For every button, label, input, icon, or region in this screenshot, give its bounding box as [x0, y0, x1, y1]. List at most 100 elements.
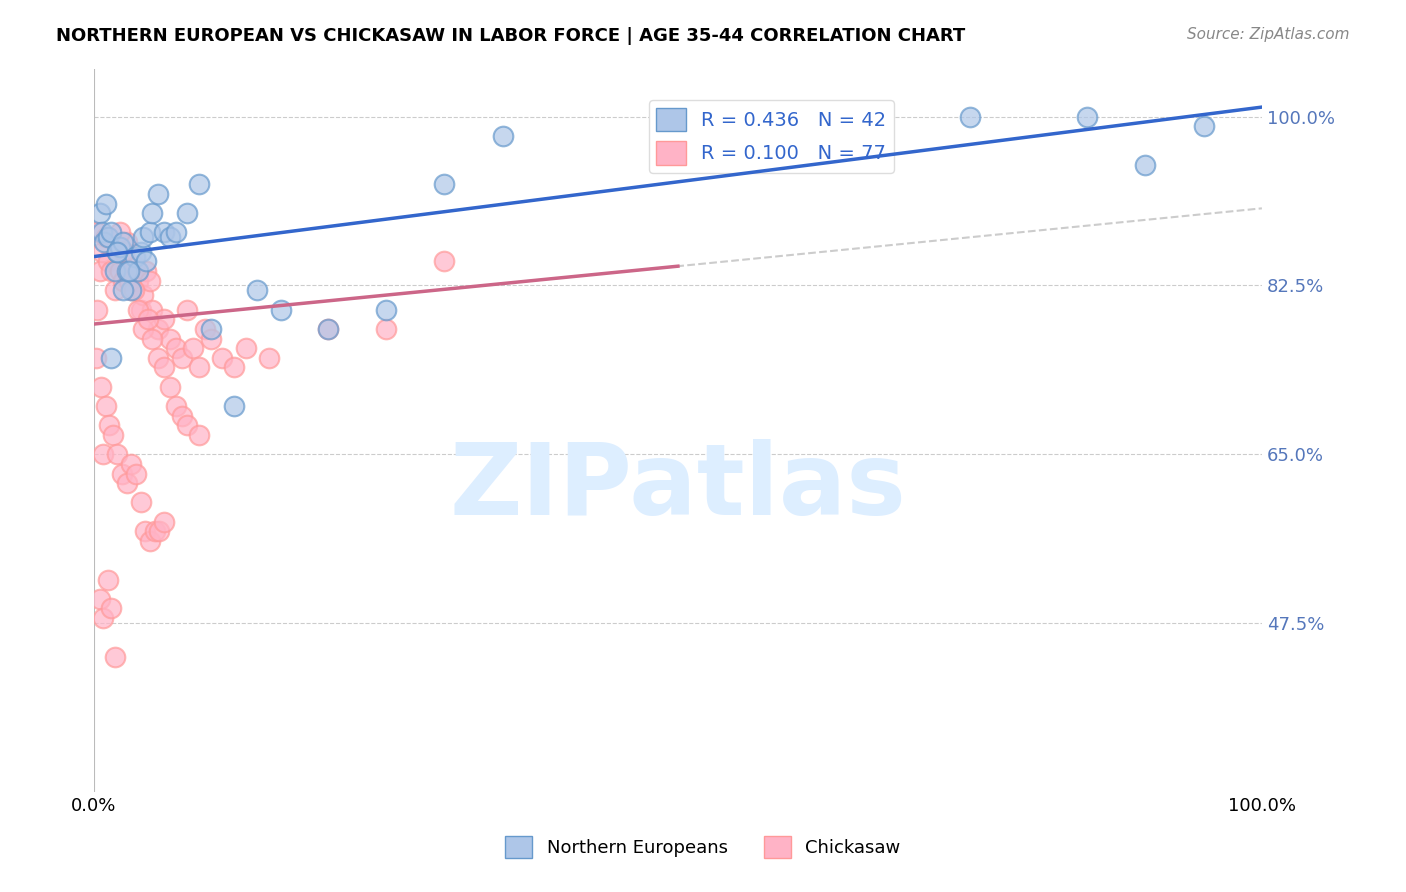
Point — [104, 283, 127, 297]
Point — [97, 573, 120, 587]
Point — [176, 418, 198, 433]
Point — [132, 288, 155, 302]
Point — [211, 351, 233, 365]
Text: NORTHERN EUROPEAN VS CHICKASAW IN LABOR FORCE | AGE 35-44 CORRELATION CHART: NORTHERN EUROPEAN VS CHICKASAW IN LABOR … — [56, 27, 966, 45]
Point — [1076, 110, 1098, 124]
Legend: Northern Europeans, Chickasaw: Northern Europeans, Chickasaw — [498, 829, 908, 865]
Point — [124, 259, 146, 273]
Point — [129, 244, 152, 259]
Point — [108, 226, 131, 240]
Point — [374, 302, 396, 317]
Point — [101, 428, 124, 442]
Point — [165, 399, 187, 413]
Point — [89, 206, 111, 220]
Point — [97, 254, 120, 268]
Point — [91, 226, 114, 240]
Point — [135, 264, 157, 278]
Point — [118, 264, 141, 278]
Point — [176, 206, 198, 220]
Point — [94, 399, 117, 413]
Point — [98, 418, 121, 433]
Point — [124, 250, 146, 264]
Point — [146, 351, 169, 365]
Point — [316, 322, 339, 336]
Point — [153, 312, 176, 326]
Point — [111, 467, 134, 481]
Point — [141, 331, 163, 345]
Point — [181, 341, 204, 355]
Point — [374, 322, 396, 336]
Point — [97, 230, 120, 244]
Point — [100, 264, 122, 278]
Point — [159, 331, 181, 345]
Point — [139, 226, 162, 240]
Point — [122, 283, 145, 297]
Point — [100, 351, 122, 365]
Point — [105, 244, 128, 259]
Point — [246, 283, 269, 297]
Point — [959, 110, 981, 124]
Point — [84, 351, 107, 365]
Point — [139, 533, 162, 548]
Point — [200, 322, 222, 336]
Point — [170, 351, 193, 365]
Point — [176, 302, 198, 317]
Point — [108, 240, 131, 254]
Legend: R = 0.436   N = 42, R = 0.100   N = 77: R = 0.436 N = 42, R = 0.100 N = 77 — [648, 100, 894, 173]
Point — [118, 264, 141, 278]
Point — [132, 230, 155, 244]
Point — [433, 178, 456, 192]
Text: ZIPatlas: ZIPatlas — [450, 440, 907, 536]
Text: Source: ZipAtlas.com: Source: ZipAtlas.com — [1187, 27, 1350, 42]
Point — [141, 302, 163, 317]
Point — [89, 591, 111, 606]
Point — [115, 264, 138, 278]
Point — [127, 264, 149, 278]
Point — [188, 360, 211, 375]
Point — [115, 476, 138, 491]
Point — [94, 196, 117, 211]
Point — [170, 409, 193, 423]
Point — [91, 244, 114, 259]
Point — [159, 380, 181, 394]
Point — [165, 341, 187, 355]
Point — [129, 495, 152, 509]
Point — [108, 264, 131, 278]
Point — [1133, 158, 1156, 172]
Point — [93, 235, 115, 249]
Point — [125, 467, 148, 481]
Point — [136, 312, 159, 326]
Point — [100, 226, 122, 240]
Point — [153, 360, 176, 375]
Point — [104, 649, 127, 664]
Point — [91, 447, 114, 461]
Point — [316, 322, 339, 336]
Point — [146, 186, 169, 201]
Point — [200, 331, 222, 345]
Point — [132, 322, 155, 336]
Point — [257, 351, 280, 365]
Point — [120, 283, 142, 297]
Point — [89, 264, 111, 278]
Point — [94, 230, 117, 244]
Point — [91, 611, 114, 625]
Point — [148, 524, 170, 539]
Point — [492, 128, 515, 143]
Point — [112, 283, 135, 297]
Point — [159, 230, 181, 244]
Point — [153, 515, 176, 529]
Point — [188, 428, 211, 442]
Point — [270, 302, 292, 317]
Point — [143, 524, 166, 539]
Point — [433, 254, 456, 268]
Point — [90, 380, 112, 394]
Point — [112, 235, 135, 249]
Point — [105, 244, 128, 259]
Point — [86, 302, 108, 317]
Point — [222, 360, 245, 375]
Point — [165, 226, 187, 240]
Point — [112, 244, 135, 259]
Point — [105, 447, 128, 461]
Point — [1192, 120, 1215, 134]
Point — [135, 254, 157, 268]
